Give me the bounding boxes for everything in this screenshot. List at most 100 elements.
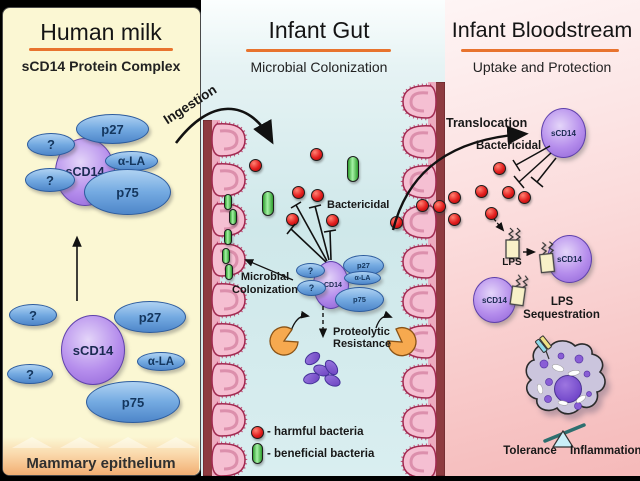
legend-beneficial-icon bbox=[252, 443, 263, 464]
scd14-label: sCD14 bbox=[72, 342, 114, 358]
harmful-bacterium-icon bbox=[286, 213, 299, 226]
harmful-bacterium-icon bbox=[416, 199, 429, 212]
protein-p27-assembled: p27 bbox=[76, 114, 149, 144]
harmful-bacterium-icon bbox=[448, 213, 461, 226]
tlr4-md2-receptor-icon bbox=[535, 335, 552, 353]
scd14-label: sCD14 bbox=[557, 254, 582, 264]
protein-unknown-assembled-1: ? bbox=[27, 133, 75, 156]
alpha-la-label: α-LA bbox=[354, 274, 371, 282]
beneficial-bacterium-icon bbox=[347, 156, 359, 182]
harmful-bacterium-icon bbox=[485, 207, 498, 220]
protein-p75-gut: p75 bbox=[335, 287, 384, 312]
chevron-icon bbox=[108, 437, 148, 448]
lps-sequestration-label-line2: Sequestration bbox=[523, 309, 600, 321]
protein-p75-free: p75 bbox=[86, 381, 180, 423]
milk-title: Human milk bbox=[40, 19, 162, 45]
lps-label: LPS bbox=[502, 257, 522, 268]
unknown-label: ? bbox=[47, 137, 55, 152]
microbial-colonization-label-line1: Microbial bbox=[240, 271, 290, 283]
mammary-epithelium-band bbox=[3, 437, 199, 475]
protein-p75-assembled: p75 bbox=[84, 169, 171, 215]
unknown-label: ? bbox=[46, 172, 54, 188]
p27-label: p27 bbox=[138, 309, 162, 325]
legend-beneficial-label: - beneficial bacteria bbox=[267, 448, 375, 460]
unknown-label: ? bbox=[26, 366, 34, 382]
milk-subtitle: sCD14 Protein Complex bbox=[21, 58, 181, 74]
scd14-circle-blood-2: sCD14 bbox=[547, 235, 592, 283]
blood-subtitle: Uptake and Protection bbox=[472, 59, 612, 75]
harmful-bacterium-icon bbox=[433, 200, 446, 213]
beneficial-bacterium-icon bbox=[222, 248, 230, 264]
legend-harmful-icon bbox=[251, 426, 264, 439]
bactericidal-label-blood: Bactericidal bbox=[476, 140, 542, 152]
beneficial-bacterium-icon bbox=[262, 191, 274, 216]
legend-harmful-label: - harmful bacteria bbox=[267, 426, 364, 438]
scd14-circle-blood-1: sCD14 bbox=[541, 108, 586, 158]
beneficial-bacterium-icon bbox=[224, 229, 232, 245]
beneficial-bacterium-icon bbox=[229, 209, 237, 225]
scd14-circle-blood-3: sCD14 bbox=[473, 277, 516, 323]
macrophage-icon bbox=[525, 335, 606, 415]
harmful-bacterium-icon bbox=[518, 191, 531, 204]
protein-alpha-la-assembled: α-LA bbox=[105, 151, 158, 171]
gut-title: Infant Gut bbox=[268, 17, 370, 43]
inflammation-label: Inflammation bbox=[570, 445, 640, 457]
protein-unknown-free-1: ? bbox=[9, 304, 57, 326]
scd14-label: sCD14 bbox=[551, 128, 576, 138]
macrophage-nucleus bbox=[554, 375, 582, 403]
p75-label: p75 bbox=[116, 184, 139, 200]
receptor-stem bbox=[545, 350, 550, 360]
mammary-epithelium-label: Mammary epithelium bbox=[26, 455, 176, 472]
harmful-bacterium-icon bbox=[475, 185, 488, 198]
scd14-label: sCD14 bbox=[320, 281, 342, 289]
unknown-label: ? bbox=[29, 307, 37, 323]
chevron-icon bbox=[12, 437, 52, 448]
bactericidal-label-gut: Bactericidal bbox=[327, 199, 390, 211]
translocation-label: Translocation bbox=[446, 116, 528, 130]
harmful-bacterium-icon bbox=[502, 186, 515, 199]
protein-unknown-free-2: ? bbox=[7, 364, 53, 384]
beneficial-bacterium-icon bbox=[225, 264, 233, 280]
protein-unknown-gut-1: ? bbox=[296, 263, 325, 278]
unknown-label: ? bbox=[307, 265, 314, 276]
beneficial-bacterium-icon bbox=[224, 194, 232, 210]
harmful-bacterium-icon bbox=[310, 148, 323, 161]
tolerance-label: Tolerance bbox=[503, 445, 557, 457]
lps-sequestration-label-line1: LPS bbox=[550, 296, 574, 308]
alpha-la-label: α-LA bbox=[147, 355, 175, 368]
alpha-la-label: α-LA bbox=[117, 154, 146, 168]
protein-alpha-la-gut: α-LA bbox=[344, 271, 381, 285]
harmful-bacterium-icon bbox=[326, 214, 339, 227]
p27-label: p27 bbox=[101, 121, 124, 137]
blood-accent-rule bbox=[461, 49, 619, 52]
milk-accent-rule bbox=[29, 48, 173, 51]
protein-p27-free: p27 bbox=[114, 301, 186, 333]
p75-label: p75 bbox=[121, 394, 145, 410]
intestinal-wall-right bbox=[399, 82, 445, 476]
harmful-bacterium-icon bbox=[448, 191, 461, 204]
protein-alpha-la-free: α-LA bbox=[137, 352, 185, 371]
scd14-core-free: sCD14 bbox=[61, 315, 125, 385]
chevron-icon bbox=[156, 437, 196, 448]
microbial-colonization-label-line2: Colonization bbox=[232, 284, 298, 296]
harmful-bacterium-icon bbox=[249, 159, 262, 172]
unknown-label: ? bbox=[308, 283, 315, 293]
harmful-bacterium-icon bbox=[390, 216, 403, 229]
harmful-bacterium-icon bbox=[493, 162, 506, 175]
proteolytic-resistance-label-line1: Proteolytic bbox=[333, 326, 390, 338]
scd14-label: sCD14 bbox=[482, 295, 507, 305]
p75-label: p75 bbox=[353, 295, 366, 304]
protein-unknown-assembled-2: ? bbox=[25, 168, 75, 192]
gut-accent-rule bbox=[246, 49, 391, 52]
intestinal-wall-left bbox=[203, 120, 249, 476]
harmful-bacterium-icon bbox=[311, 189, 324, 202]
lps-icon-free bbox=[505, 227, 521, 259]
p27-label: p27 bbox=[357, 261, 370, 270]
harmful-bacterium-icon bbox=[292, 186, 305, 199]
protein-unknown-gut-2: ? bbox=[297, 280, 326, 296]
lps-icon-bound-2 bbox=[509, 274, 529, 307]
gut-subtitle: Microbial Colonization bbox=[250, 59, 388, 75]
lps-icon-bound-1 bbox=[538, 241, 556, 274]
chevron-icon bbox=[60, 437, 100, 448]
